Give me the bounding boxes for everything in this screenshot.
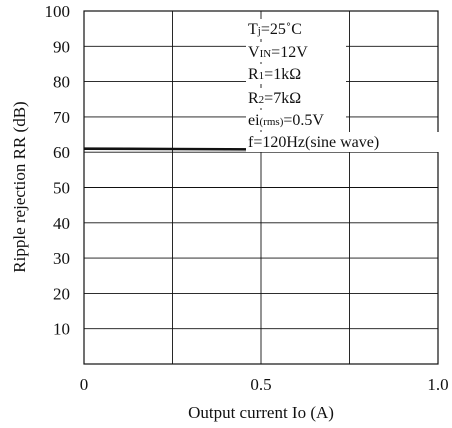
- y-tick-label-20: 20: [53, 284, 70, 303]
- x-tick-label-0: 0: [80, 375, 89, 394]
- y-tick-label-30: 30: [53, 249, 70, 268]
- condition-line-4: ei(rms)=0.5V: [248, 112, 324, 129]
- plot-frame: [83, 10, 439, 365]
- conditions-block: Tj=25˚C VIN=12V R1=1kΩ R2=7kΩ ei(rms)=0.5V f=…: [246, 19, 440, 152]
- y-tick-label-50: 50: [53, 179, 70, 198]
- y-tick-label-70: 70: [53, 108, 70, 127]
- condition-line-5: f=120Hz(sine wave): [248, 134, 379, 151]
- condition-line-2: R1=1kΩ: [248, 66, 301, 83]
- grid-lines: [84, 11, 438, 364]
- condition-line-0: Tj=25˚C: [248, 21, 302, 38]
- condition-bg-4: [246, 110, 346, 130]
- y-tick-label-40: 40: [53, 214, 70, 233]
- condition-bg-5: [246, 132, 440, 152]
- condition-bg-2: [246, 64, 346, 84]
- y-tick-label-90: 90: [53, 37, 70, 56]
- x-tick-label-0.5: 0.5: [250, 375, 271, 394]
- condition-line-3: R2=7kΩ: [248, 90, 301, 107]
- y-tick-labels: 10 20 30 40 50 60 70 80 90 100: [45, 2, 71, 339]
- x-tick-label-1.0: 1.0: [427, 375, 448, 394]
- y-tick-label-80: 80: [53, 73, 70, 92]
- condition-bg-1: [246, 42, 346, 62]
- y-tick-label-10: 10: [53, 320, 70, 339]
- condition-bg-0: [246, 19, 346, 39]
- condition-bg-3: [246, 88, 346, 108]
- x-tick-labels: 0 0.5 1.0: [80, 375, 449, 394]
- x-axis-title: Output current Io (A): [188, 403, 334, 422]
- y-axis-title: Ripple rejection RR (dB): [10, 101, 29, 272]
- y-tick-label-100: 100: [45, 2, 71, 21]
- y-tick-label-60: 60: [53, 143, 70, 162]
- condition-line-1: VIN=12V: [248, 44, 308, 61]
